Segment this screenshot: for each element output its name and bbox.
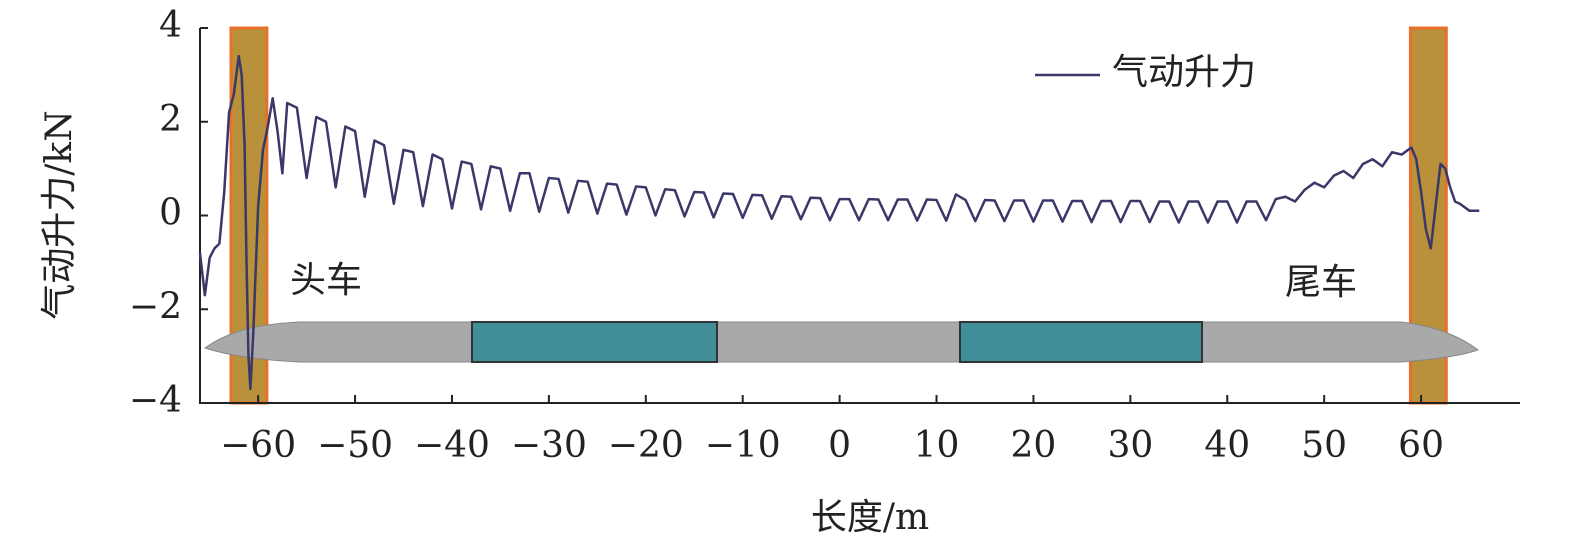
y-axis-label: 气动升力/kN (39, 110, 80, 319)
x-tick-label: 0 (828, 425, 851, 466)
annotation: 尾车 (1285, 262, 1357, 303)
y-tick-label: −2 (129, 286, 182, 327)
x-tick-label: −40 (414, 425, 490, 466)
x-tick-label: 50 (1301, 425, 1347, 466)
annotation: 头车 (290, 260, 362, 301)
x-axis-label: 长度/m (811, 497, 929, 538)
x-tick-label: −30 (511, 425, 587, 466)
x-tick-label: −50 (317, 425, 393, 466)
train (203, 321, 1480, 363)
train-car (471, 321, 718, 363)
y-tick-label: 0 (159, 193, 182, 234)
x-tick-label: −10 (705, 425, 781, 466)
y-tick-label: 4 (159, 5, 182, 46)
x-tick-label: 20 (1011, 425, 1057, 466)
x-tick-label: 10 (914, 425, 960, 466)
legend-label: 气动升力 (1112, 52, 1256, 93)
y-tick-label: 2 (159, 99, 182, 140)
x-tick-label: 60 (1398, 425, 1444, 466)
x-tick-label: −20 (608, 425, 684, 466)
x-tick-label: −60 (220, 425, 296, 466)
series-line (198, 54, 1480, 391)
x-tick-label: 30 (1107, 425, 1153, 466)
x-tick-label: 40 (1204, 425, 1250, 466)
train-body (203, 321, 1480, 363)
train-car (959, 321, 1203, 363)
y-tick-label: −4 (129, 380, 182, 421)
